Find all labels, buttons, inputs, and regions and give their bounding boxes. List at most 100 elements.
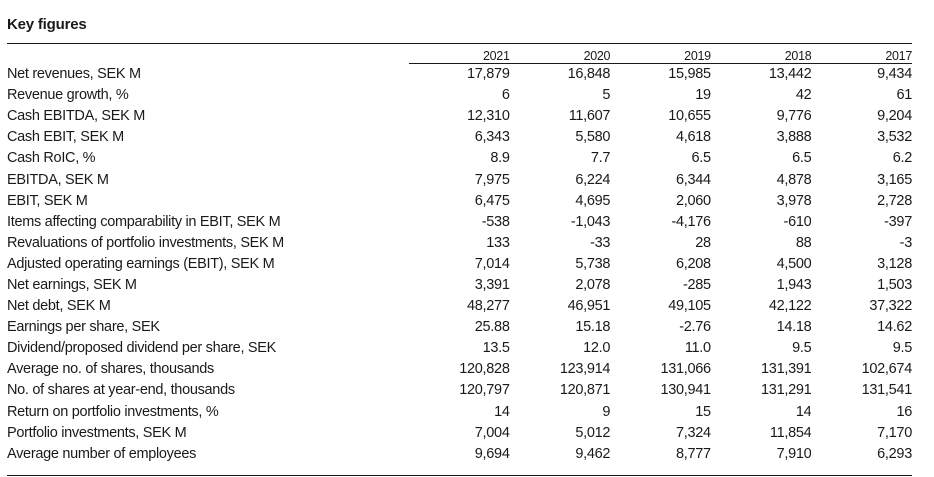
table-cell: 16 bbox=[896, 403, 912, 420]
row-label: Portfolio investments, SEK M bbox=[7, 424, 187, 441]
table-cell: 3,532 bbox=[877, 129, 912, 146]
row-label: Cash EBITDA, SEK M bbox=[7, 108, 146, 125]
table-cell: 8,777 bbox=[675, 445, 711, 462]
table-cell: 7,975 bbox=[474, 171, 510, 188]
table-cell: -2.76 bbox=[679, 319, 711, 336]
row-label: Adjusted operating earnings (EBIT), SEK … bbox=[7, 255, 275, 272]
table-cell: 3,165 bbox=[877, 171, 912, 188]
table-cell: -1,043 bbox=[570, 213, 611, 230]
table-cell: 123,914 bbox=[559, 361, 611, 378]
table-cell: 9,434 bbox=[877, 66, 912, 83]
table-row: Net revenues, SEK M 17,879 16,848 15,985 13,… bbox=[7, 64, 912, 86]
table-row: EBITDA, SEK M 7,975 6,224 6,344 4,878 3,165 bbox=[7, 169, 912, 190]
table-cell: 131,541 bbox=[861, 382, 912, 399]
table-cell: 13,442 bbox=[768, 66, 812, 83]
table-cell: 6 bbox=[501, 87, 510, 104]
table-cell: -33 bbox=[590, 234, 611, 251]
label-column-header bbox=[7, 47, 409, 64]
table-cell: 6,475 bbox=[474, 192, 510, 209]
table-cell: 4,695 bbox=[575, 192, 611, 209]
table-cell: 3,888 bbox=[776, 129, 812, 146]
table-cell: 6,293 bbox=[877, 445, 912, 462]
table-cell: 2,078 bbox=[575, 276, 611, 293]
table-cell: 4,878 bbox=[776, 171, 812, 188]
table-cell: 9,776 bbox=[776, 108, 812, 125]
table-cell: 4,618 bbox=[675, 129, 711, 146]
row-label: Dividend/proposed dividend per share, SE… bbox=[7, 340, 277, 357]
table-cell: -397 bbox=[884, 213, 912, 230]
table-cell: 3,391 bbox=[474, 276, 510, 293]
table-cell: 8.9 bbox=[490, 150, 510, 167]
column-header-year: 2019 bbox=[610, 47, 711, 64]
bottom-rule bbox=[7, 475, 912, 476]
table-cell: 48,277 bbox=[467, 298, 510, 315]
table-cell: -610 bbox=[783, 213, 812, 230]
top-rule bbox=[7, 43, 912, 44]
table-row: Earnings per share, SEK 25.88 15.18 -2.76 14… bbox=[7, 317, 912, 338]
table-cell: 13.5 bbox=[482, 340, 510, 357]
table-cell: 14 bbox=[494, 403, 510, 420]
table-cell: 9,204 bbox=[877, 108, 912, 125]
row-label: Net debt, SEK M bbox=[7, 298, 111, 315]
table-cell: 5,580 bbox=[575, 129, 611, 146]
table-cell: 5,738 bbox=[575, 255, 611, 272]
table-cell: 14.62 bbox=[877, 319, 912, 336]
table-cell: 7,014 bbox=[474, 255, 510, 272]
table-cell: 5 bbox=[602, 87, 611, 104]
table-cell: 6,344 bbox=[675, 171, 711, 188]
table-cell: 120,797 bbox=[459, 382, 510, 399]
table-cell: 2,060 bbox=[675, 192, 711, 209]
table-body: Net revenues, SEK M 17,879 16,848 15,985 13,… bbox=[7, 64, 912, 465]
table-cell: 7,004 bbox=[474, 424, 510, 441]
table-cell: 131,291 bbox=[761, 382, 812, 399]
row-label: Net earnings, SEK M bbox=[7, 276, 137, 293]
table-cell: 49,105 bbox=[668, 298, 711, 315]
table-cell: 4,500 bbox=[776, 255, 812, 272]
table-row: Cash EBIT, SEK M 6,343 5,580 4,618 3,888 3,53… bbox=[7, 127, 912, 148]
table-cell: 9 bbox=[602, 403, 611, 420]
table-cell: 1,503 bbox=[877, 276, 912, 293]
table-row: Adjusted operating earnings (EBIT), SEK … bbox=[7, 254, 912, 275]
row-label: No. of shares at year-end, thousands bbox=[7, 382, 235, 399]
table-cell: 6.2 bbox=[892, 150, 912, 167]
table-cell: 7,170 bbox=[877, 424, 912, 441]
table-cell: 11.0 bbox=[684, 340, 711, 357]
table-cell: 19 bbox=[695, 87, 711, 104]
table-cell: 15,985 bbox=[668, 66, 711, 83]
table-cell: 9.5 bbox=[892, 340, 912, 357]
table-cell: 3,128 bbox=[877, 255, 912, 272]
row-label: Average no. of shares, thousands bbox=[7, 361, 214, 378]
table-row: Average number of employees 9,694 9,462 8,7… bbox=[7, 444, 912, 465]
table-cell: 10,655 bbox=[668, 108, 711, 125]
table-cell: 6,208 bbox=[675, 255, 711, 272]
table-row: Revenue growth, % 6 5 19 42 61 bbox=[7, 85, 912, 106]
row-label: Items affecting comparability in EBIT, S… bbox=[7, 213, 281, 230]
table-cell: 14.18 bbox=[776, 319, 812, 336]
table-cell: 5,012 bbox=[575, 424, 611, 441]
table-row: Revaluations of portfolio investments, S… bbox=[7, 233, 912, 254]
table-cell: 46,951 bbox=[567, 298, 611, 315]
row-label: Revaluations of portfolio investments, S… bbox=[7, 234, 284, 251]
row-label: Cash RoIC, % bbox=[7, 150, 96, 167]
table-row: Return on portfolio investments, % 14 9 15 1… bbox=[7, 402, 912, 423]
table-cell: 11,854 bbox=[769, 424, 812, 441]
table-cell: 88 bbox=[795, 234, 812, 251]
row-label: Net revenues, SEK M bbox=[7, 65, 141, 82]
table-cell: -3 bbox=[899, 234, 912, 251]
row-label: EBITDA, SEK M bbox=[7, 171, 109, 188]
table-row: Cash EBITDA, SEK M 12,310 11,607 10,655 9,77… bbox=[7, 106, 912, 127]
table-cell: 12,310 bbox=[467, 108, 510, 125]
table-row: Items affecting comparability in EBIT, S… bbox=[7, 212, 912, 233]
table-cell: 6,224 bbox=[575, 171, 611, 188]
table-cell: 42,122 bbox=[768, 298, 812, 315]
table-cell: 61 bbox=[896, 87, 912, 104]
table-cell: 9,694 bbox=[474, 445, 510, 462]
table-cell: 12.0 bbox=[583, 340, 611, 357]
table-cell: 25.88 bbox=[474, 319, 510, 336]
table-cell: 7,910 bbox=[776, 445, 812, 462]
row-label: Return on portfolio investments, % bbox=[7, 403, 219, 420]
table-row: Dividend/proposed dividend per share, SE… bbox=[7, 338, 912, 359]
table-cell: 7.7 bbox=[590, 150, 611, 167]
table-cell: 42 bbox=[795, 87, 812, 104]
table-cell: 120,828 bbox=[459, 361, 510, 378]
